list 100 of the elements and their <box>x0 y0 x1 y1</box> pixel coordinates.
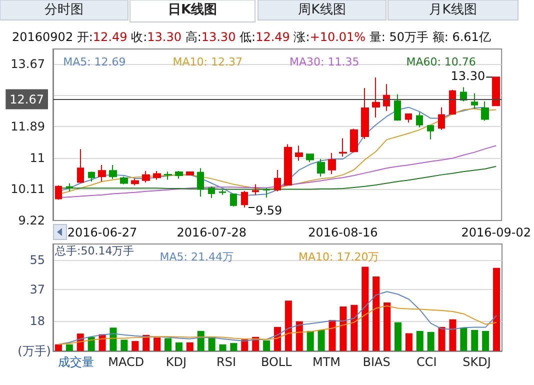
text: 分时图 <box>44 2 84 18</box>
text: (万手) <box>18 344 51 358</box>
candlestick <box>405 114 412 123</box>
text: RSI <box>216 355 236 369</box>
text: MTM <box>312 355 341 369</box>
bar <box>350 304 358 351</box>
bar <box>318 330 325 351</box>
bar <box>241 339 248 351</box>
candlestick <box>471 92 478 110</box>
bar <box>449 319 456 351</box>
candlestick <box>416 112 423 128</box>
candlestick <box>263 188 270 198</box>
x-tick-label: 2016-07-28 <box>176 226 247 240</box>
text: MA5: 12.69 <box>63 56 126 68</box>
annotation: 总手:50.14万手 <box>54 244 134 258</box>
text: MACD <box>108 355 144 369</box>
text: KDJ <box>166 355 187 369</box>
candlestick <box>66 182 73 192</box>
bar <box>88 336 95 351</box>
bar <box>197 330 204 351</box>
x-tick-label: 2016-06-27 <box>67 226 138 240</box>
candlestick <box>427 125 434 140</box>
y-tick-label: 55 <box>30 252 45 267</box>
y-tick-label: 11 <box>30 150 45 165</box>
y-tick-label: 13.67 <box>10 57 45 72</box>
bar <box>340 306 347 351</box>
candlestick <box>131 178 139 186</box>
bar <box>438 326 446 351</box>
candlestick <box>208 186 215 199</box>
candlestick <box>88 171 95 182</box>
text: BIAS <box>362 355 390 369</box>
annotation: 13.30 <box>450 69 486 84</box>
text: 周K线图 <box>298 2 346 18</box>
bar <box>110 328 117 351</box>
bar <box>471 330 478 351</box>
candlestick <box>219 189 226 196</box>
candlestick <box>120 176 128 185</box>
line-series <box>58 291 498 345</box>
bar <box>186 342 194 351</box>
text: 日K线图 <box>168 2 218 18</box>
bar <box>296 321 303 351</box>
candlestick <box>372 76 380 118</box>
text: MA10: 12.37 <box>172 56 243 68</box>
candlestick <box>317 158 325 178</box>
candlestick <box>295 145 303 162</box>
bar <box>362 266 369 351</box>
candlestick <box>230 194 237 207</box>
bar <box>284 300 292 351</box>
candlestick <box>109 164 117 180</box>
bar <box>328 320 336 351</box>
text: MA5: 21.44万 <box>160 250 234 264</box>
bar <box>493 268 500 351</box>
text: SKDJ <box>462 355 491 369</box>
candlestick <box>339 138 347 158</box>
bar <box>405 333 412 351</box>
text: MA10: 17.20万 <box>298 250 380 264</box>
bar <box>427 332 434 351</box>
candlestick <box>197 168 204 198</box>
bar <box>274 326 281 351</box>
bar <box>175 342 182 351</box>
text: BOLL <box>260 355 292 369</box>
text: CCI <box>416 355 437 369</box>
bar <box>120 340 128 351</box>
candlestick <box>186 171 194 176</box>
text: 20160902 开:12.49 收:13.30 高:13.30 低:12.49 涨:+10.01% 量: 50万手 额: 6.61亿 <box>12 30 491 44</box>
candlestick <box>306 154 314 163</box>
bar <box>54 344 62 351</box>
line-series <box>58 305 498 345</box>
x-tick-label: 2016-09-02 <box>461 226 532 240</box>
bar <box>66 344 73 351</box>
candlestick <box>164 171 172 180</box>
text: 成交量 <box>58 355 94 369</box>
candlestick <box>77 148 84 184</box>
bar <box>460 328 468 351</box>
bar <box>208 336 216 351</box>
candlestick <box>142 170 150 184</box>
bar <box>164 338 172 351</box>
candlestick <box>361 88 369 140</box>
candlestick <box>449 89 456 116</box>
y-tick-label: 10.11 <box>10 182 45 196</box>
candlestick <box>274 169 281 192</box>
bar <box>306 330 314 351</box>
bar <box>416 330 424 351</box>
bar <box>132 341 139 351</box>
bar <box>384 302 391 351</box>
candlestick <box>284 144 292 186</box>
candlestick <box>481 100 489 122</box>
bar <box>372 276 380 351</box>
ref-line-label: 12.67 <box>10 92 44 106</box>
candlestick <box>350 128 358 153</box>
text: MA60: 10.76 <box>406 56 476 68</box>
bar <box>482 330 490 351</box>
candlestick <box>252 184 259 196</box>
candlestick <box>175 170 183 180</box>
y-tick-label: 37 <box>30 282 45 297</box>
candlestick <box>328 152 336 175</box>
bar <box>219 344 226 351</box>
y-tick-label: 11.89 <box>10 120 45 134</box>
bar <box>263 340 270 351</box>
bar <box>394 322 402 351</box>
